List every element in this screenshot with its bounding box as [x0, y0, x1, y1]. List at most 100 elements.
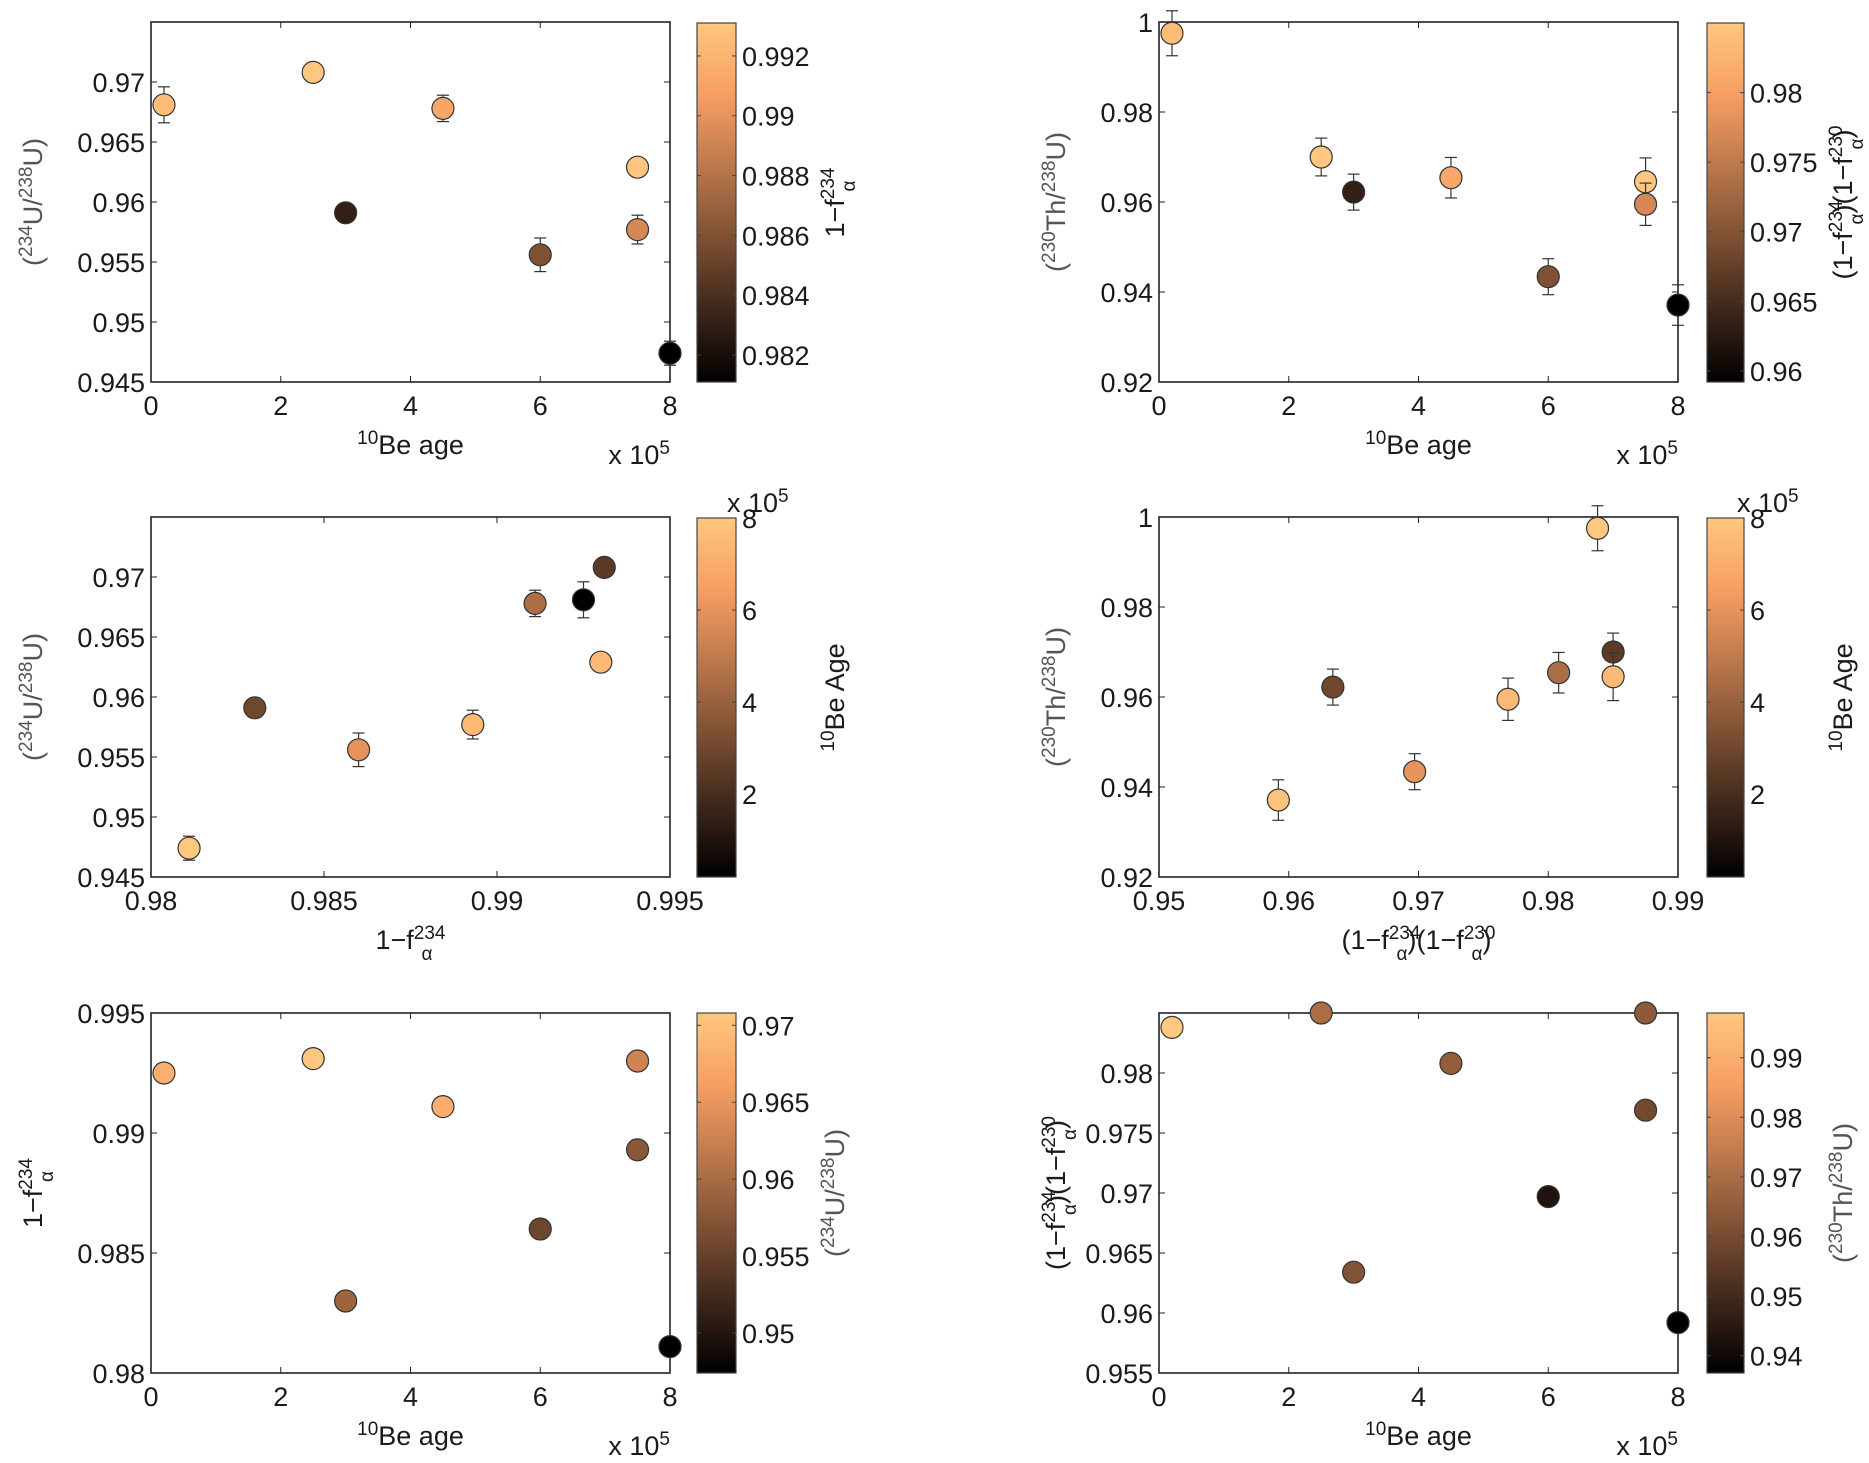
y-tick-label: 0.99: [92, 1119, 145, 1149]
colorbar-label: (1−f234α)(1−f230α): [1826, 126, 1868, 280]
colorbar-label-part: 230: [1826, 1222, 1847, 1254]
y-tick-label: 0.945: [77, 368, 145, 398]
colorbar-tick-label: 2: [1750, 780, 1765, 810]
x-tick-label: 0.99: [471, 886, 524, 916]
x-tick-label: 2: [1281, 391, 1296, 421]
x-multiplier-exp: 5: [1667, 438, 1678, 459]
y-axis-label: (230Th/238U): [1039, 132, 1072, 272]
y-axis-label-part: 238: [16, 167, 37, 199]
data-point: [1439, 166, 1463, 190]
colorbar-tick-label: 0.95: [1750, 1282, 1803, 1312]
x-axis-label-main: Be age: [378, 1421, 464, 1451]
y-axis-label-part: Th/: [1041, 192, 1071, 232]
x-tick-label: 2: [273, 1382, 288, 1412]
data-point: [528, 243, 552, 267]
colorbar-label-part: 234: [818, 1216, 839, 1248]
x-axis-label: 10Be age: [1365, 428, 1472, 461]
y-axis-label-part: (: [18, 752, 48, 761]
colorbar-tick-label: 8: [1750, 504, 1765, 534]
colorbar-label: 1−f234α: [818, 167, 860, 237]
x-axis-label-part: α: [1471, 944, 1482, 965]
y-tick-label: 0.995: [77, 999, 145, 1029]
colorbar-label-part: 230: [1826, 126, 1847, 158]
colorbar-tick-label: 0.95: [742, 1319, 795, 1349]
data-point: [1547, 661, 1571, 685]
colorbar-tick-label: 0.97: [1750, 1163, 1803, 1193]
data-point: [523, 591, 547, 616]
x-tick-label: 4: [403, 391, 418, 421]
x-axis-label-sup: 10: [1365, 428, 1386, 449]
x-axis-label-part: 234: [414, 923, 446, 944]
colorbar-label-part: 238: [1826, 1152, 1847, 1184]
y-tick-label: 0.975: [1085, 1119, 1153, 1149]
x-tick-label: 4: [1411, 1382, 1426, 1412]
data-point: [1536, 265, 1560, 289]
y-axis-label-part: U): [1041, 627, 1071, 656]
y-tick-label: 0.97: [92, 68, 145, 98]
y-tick-label: 0.96: [92, 683, 145, 713]
data-point: [301, 60, 325, 85]
colorbar-tick-label: 8: [742, 504, 757, 534]
x-multiplier-exp: 5: [659, 1429, 670, 1450]
data-point: [152, 93, 176, 117]
x-axis-label-main: Be age: [1386, 430, 1472, 460]
data-point: [1666, 1310, 1690, 1335]
x-tick-label: 8: [662, 391, 677, 421]
y-tick-label: 0.96: [1100, 683, 1153, 713]
colorbar-tick-label: 0.98: [1750, 79, 1803, 109]
data-point: [571, 588, 596, 612]
y-axis-label-part: (: [1041, 263, 1071, 272]
y-axis-label-part: )(1−f: [1041, 1147, 1071, 1204]
x-tick-label: 8: [662, 1382, 677, 1412]
x-axis-label: 10Be age: [357, 428, 464, 461]
x-axis-label-part: (1−f: [1342, 925, 1390, 955]
y-axis-label-part: 230: [1039, 231, 1060, 263]
colorbar-tick-label: 0.965: [742, 1088, 810, 1118]
data-point: [1160, 21, 1184, 45]
y-tick-label: 0.955: [77, 743, 145, 773]
x-tick-label: 0.96: [1262, 886, 1315, 916]
colorbar: [696, 22, 737, 383]
data-point: [658, 1334, 682, 1359]
y-tick-label: 0.92: [1100, 863, 1153, 893]
data-point: [1666, 293, 1690, 317]
colorbar-tick-label: 2: [742, 780, 757, 810]
x-axis-label-part: ): [1482, 925, 1491, 955]
x-tick-label: 0: [1151, 1382, 1166, 1412]
y-axis-label-part: 234: [16, 720, 37, 752]
data-point: [1496, 687, 1520, 711]
y-tick-label: 0.94: [1100, 773, 1153, 803]
data-point: [431, 1094, 455, 1119]
colorbar-label-part: U/: [820, 1189, 850, 1216]
y-axis-label-part: ): [1041, 1120, 1071, 1129]
x-axis-multiplier: x 105: [1616, 1429, 1678, 1462]
colorbar-tick-label: 0.99: [742, 102, 795, 132]
data-point: [461, 712, 485, 737]
data-point: [334, 1289, 358, 1313]
colorbar-label: 10Be Age: [1826, 643, 1859, 751]
colorbar: [1706, 1012, 1745, 1374]
x-multiplier-exp: 5: [1667, 1429, 1678, 1450]
y-axis-label-part: U/: [18, 693, 48, 720]
data-point: [1536, 1184, 1560, 1209]
colorbar-tick-label: 0.965: [1750, 287, 1818, 317]
data-point: [625, 1138, 650, 1162]
colorbar-label: 10Be Age: [818, 643, 851, 751]
colorbar-tick-label: 0.96: [1750, 1223, 1803, 1253]
data-point: [1342, 180, 1366, 204]
x-multiplier-main: x 10: [1616, 1431, 1667, 1461]
panel-p4: 0.95 0.96 0.97 0.98 0.99 0.92 0.94 0.96 0.98 1 (1−…: [1039, 486, 1859, 965]
colorbar-tick-label: 0.94: [1750, 1342, 1803, 1372]
data-point: [1601, 665, 1625, 689]
y-tick-label: 0.955: [1085, 1359, 1153, 1389]
data-point: [589, 650, 613, 674]
colorbar-tick-label: 0.955: [742, 1242, 810, 1272]
x-tick-label: 0.985: [290, 886, 358, 916]
colorbar-label-part: α: [1847, 139, 1868, 150]
y-axis-label-part: U): [1041, 132, 1071, 161]
x-axis-multiplier: x 105: [608, 1429, 670, 1462]
y-tick-label: 0.965: [77, 623, 145, 653]
axes-frame: [150, 516, 671, 878]
